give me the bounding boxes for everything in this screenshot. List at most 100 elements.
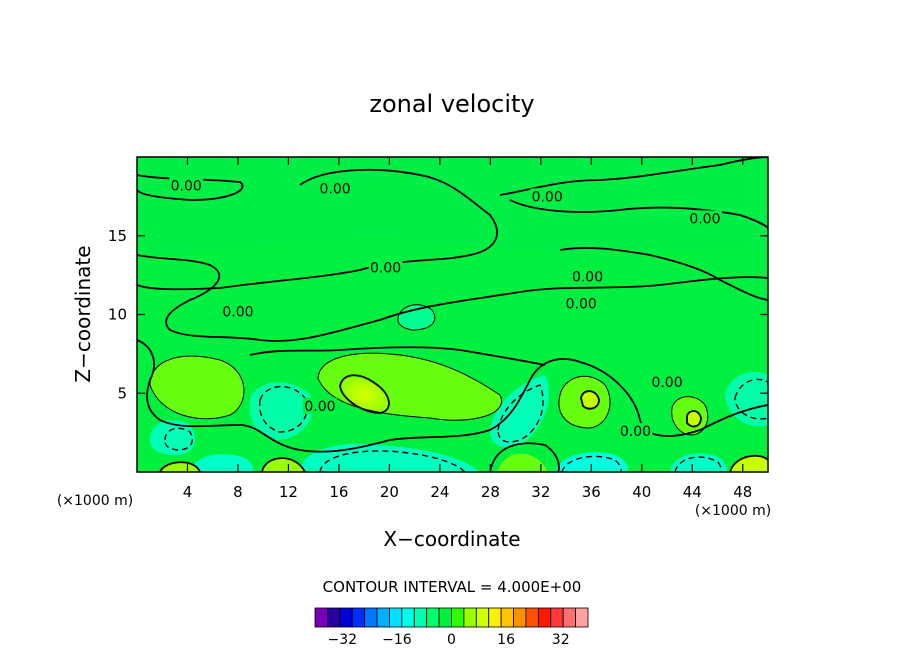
contour-label-bg [564,295,599,312]
field-region-negative-mid [249,382,313,440]
chart-title: zonal velocity [369,90,534,118]
contour-label-bg [302,397,337,414]
colorbar-swatch [376,607,390,628]
zero-contour-top-center [137,168,498,291]
colorbar-swatch [339,607,353,628]
colorbar-ticks: −32 −16 0 16 32 [328,632,570,648]
zero-contour-top-right-lower [509,199,768,229]
field-region-positive-bottom-48 [730,455,768,472]
neg-contour-bottom-36 [561,455,622,472]
contour-label-bg [169,177,204,194]
x-tick-label: 20 [380,483,399,501]
field-region-positive-left [150,356,244,419]
colorbar-tick-label: 16 [497,632,515,648]
colorbar [314,607,589,628]
contour-label: 0.00 [532,189,563,205]
contour-label-bg [318,180,353,197]
thin-contour-44 [671,396,709,436]
y-axis: 5 10 15 [108,227,768,402]
y-axis-title: Z−coordinate [71,245,95,382]
colorbar-tick-label: 32 [552,632,570,648]
colorbar-swatch [438,607,452,628]
field-region-negative-bottom-4 [670,453,727,472]
field-region-upper [137,157,768,253]
contour-label: 0.00 [304,399,335,415]
colorbar-swatch [488,607,502,628]
contour-label-bg [687,210,722,227]
neg-contour-mid [258,385,308,433]
x-unit-label: (×1000 m) [695,503,771,519]
neg-contour-32 [497,384,544,443]
contour-label: 0.00 [566,296,597,312]
colorbar-swatch [426,607,440,628]
colorbar-swatch [413,607,428,628]
contour-label: 0.00 [651,375,682,391]
contour-interval-text: CONTOUR INTERVAL = 4.000E+00 [323,578,582,596]
colorbar-swatch [550,607,564,628]
colorbar-swatch [475,607,490,628]
field-region-yellow-44 [688,411,700,426]
contour-label: 0.00 [370,260,401,276]
x-tick-label: 44 [683,483,702,501]
x-tick-label: 4 [183,483,193,501]
thin-contour-36 [558,375,611,429]
x-axis-title: X−coordinate [383,527,520,551]
y-tick-label: 5 [117,384,127,402]
x-axis: 4 8 12 16 20 24 28 32 36 40 44 48 [183,157,752,501]
contour-label-bg [570,268,605,285]
colorbar-tick-label: −16 [382,632,412,648]
plot-area: 0.00 0.00 0.00 0.00 0.00 0.00 0.00 0.00 0.00 0.00… [137,157,768,472]
neg-contour-bottom-44 [674,456,723,472]
colorbar-swatch [401,607,415,628]
field-region-negative-bottom-3 [555,452,628,472]
contour-label: 0.00 [171,178,202,194]
x-tick-label: 24 [430,483,449,501]
colorbar-swatch [500,607,514,628]
contour-labels: 0.00 0.00 0.00 0.00 0.00 0.00 0.00 0.00 0.00 0.00… [169,177,722,440]
neg-contour-right [734,378,768,420]
colorbar-swatch [525,607,539,628]
contour-max-36 [580,390,600,410]
contour-label: 0.00 [222,304,253,320]
colorbar-swatch [513,607,527,628]
contour-label: 0.00 [689,211,720,227]
neg-contour-left [164,427,194,451]
colorbar-swatch [389,607,403,628]
contour-label-bg [368,259,403,276]
contour-bottom-48 [729,454,768,472]
y-unit-label: (×1000 m) [57,493,133,509]
colorbar-swatch [327,607,341,628]
contour-bottom-4 [159,461,201,472]
y-tick-label: 10 [108,306,127,324]
x-tick-label: 36 [582,483,601,501]
zero-contour-mid [137,254,768,342]
contour-max-center [339,374,390,414]
colorbar-swatch [351,607,366,628]
contour-label-bg [220,303,255,320]
x-tick-label: 28 [481,483,500,501]
colorbar-swatch [537,607,552,628]
contour-label: 0.00 [572,270,603,286]
contour-label-bg [530,188,565,205]
contour-bottom-12 [261,457,306,472]
contour-label-bg [618,423,653,440]
zero-contour-mid-right [559,247,768,301]
zero-contour-top-right [499,157,768,196]
field-region-negative-bottom-2 [300,443,480,472]
field-region-yellow-center [342,377,388,412]
x-tick-label: 48 [733,483,752,501]
zero-contour-lower-2 [249,346,546,366]
neg-contour-bottom-20 [319,450,466,472]
contour-bottom-28 [489,442,560,472]
x-tick-label: 40 [632,483,651,501]
field-region-yellow-36 [582,392,598,408]
zero-contour-lower [137,339,768,453]
contour-label: 0.00 [320,182,351,198]
x-tick-label: 8 [233,483,243,501]
colorbar-swatch [562,607,576,628]
y-tick-label: 15 [108,227,127,245]
x-tick-label: 32 [531,483,550,501]
field-region-positive-bottom-28 [498,453,548,472]
thin-contour-upper-patch [397,304,436,331]
colorbar-swatch [314,607,328,628]
